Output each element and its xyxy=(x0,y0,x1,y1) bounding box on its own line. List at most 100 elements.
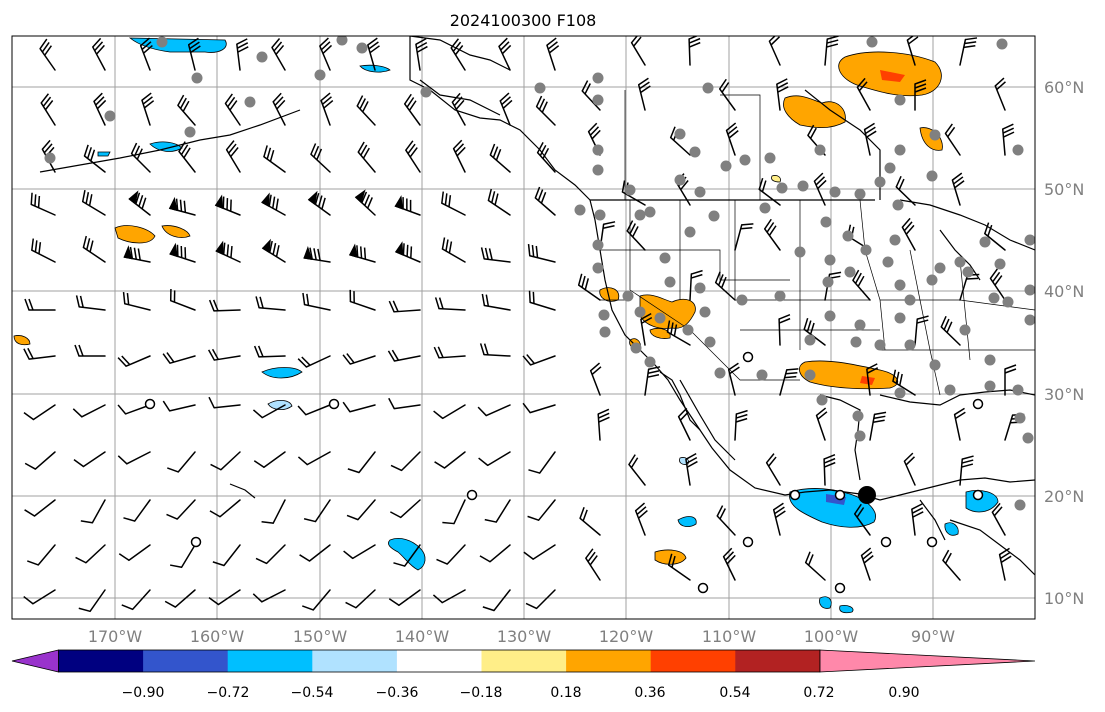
wind-barb xyxy=(436,544,466,565)
station-dot xyxy=(694,186,706,198)
station-dot xyxy=(894,279,906,291)
station-dot xyxy=(708,210,720,222)
station-dot xyxy=(797,180,809,192)
station-dot xyxy=(664,276,676,288)
wind-barb xyxy=(815,407,828,441)
station-dot xyxy=(860,244,872,256)
wind-barb xyxy=(989,268,1006,301)
wind-barb xyxy=(451,92,466,126)
wind-barb xyxy=(434,297,466,311)
colorbar-segment xyxy=(58,650,144,672)
station-open-circle xyxy=(144,398,156,410)
station-dot xyxy=(592,262,604,274)
wind-barb xyxy=(367,37,380,71)
wind-barb xyxy=(297,404,331,416)
wind-barb xyxy=(39,38,56,71)
colorbar-segment xyxy=(143,650,229,672)
wind-barb xyxy=(72,404,106,418)
wind-barb xyxy=(722,547,736,581)
wind-barb xyxy=(75,544,106,564)
wind-barb xyxy=(166,499,196,520)
wind-barb xyxy=(117,355,151,367)
station-dot xyxy=(599,326,611,338)
wind-barb xyxy=(892,369,916,396)
wind-barb xyxy=(320,92,334,126)
wind-barb xyxy=(302,589,331,611)
colorbar-segment xyxy=(312,650,398,672)
station-dot xyxy=(904,339,916,351)
wind-barb xyxy=(82,235,106,263)
wind-barb xyxy=(716,505,736,536)
station-dot xyxy=(882,256,894,268)
station-dot xyxy=(624,184,636,196)
station-dot xyxy=(682,324,694,336)
wind-barb xyxy=(393,544,421,567)
station-dot xyxy=(764,152,776,164)
lat-label: 40°N xyxy=(1044,282,1084,301)
wind-barb xyxy=(434,451,466,469)
wind-barb xyxy=(499,92,513,126)
wind-barb xyxy=(261,499,286,524)
wind-barb xyxy=(489,143,511,173)
colorbar-label: 0.54 xyxy=(719,685,750,701)
station-dot xyxy=(816,394,828,406)
colorbar-segment xyxy=(396,650,482,672)
wind-barb xyxy=(130,142,151,173)
station-open-circle xyxy=(880,536,892,548)
wind-barb xyxy=(779,368,799,396)
wind-barb xyxy=(527,499,556,521)
wind-barb xyxy=(944,123,961,156)
wind-barb xyxy=(118,544,151,562)
station-dot xyxy=(592,144,604,156)
wind-barb xyxy=(906,36,919,66)
wind-barb xyxy=(581,80,601,111)
map-title: 2024100300 F108 xyxy=(450,11,597,30)
longitude-labels: 170°W 160°W 150°W 140°W 130°W 120°W 110°… xyxy=(88,627,955,646)
wind-barb xyxy=(349,289,376,311)
station-dot xyxy=(979,236,991,248)
wind-barb xyxy=(168,196,196,216)
lat-label: 20°N xyxy=(1044,487,1084,506)
station-dot xyxy=(822,276,834,288)
wind-barb xyxy=(303,499,331,523)
station-dot xyxy=(996,38,1008,50)
station-dot xyxy=(894,312,906,324)
wind-barb xyxy=(208,589,241,606)
wind-barb xyxy=(441,237,466,263)
colorbar-label: −0.36 xyxy=(376,685,419,701)
colorbar-label: −0.18 xyxy=(460,685,503,701)
wind-barbs xyxy=(23,36,1025,613)
wind-barb xyxy=(169,288,196,311)
wind-barb xyxy=(853,503,871,536)
wind-barb xyxy=(225,140,241,173)
wind-barb xyxy=(236,38,249,71)
colorbar xyxy=(11,649,1036,673)
lat-label: 10°N xyxy=(1044,589,1084,608)
station-open-circle xyxy=(742,536,754,548)
station-dot xyxy=(814,144,826,156)
wind-barb xyxy=(768,36,781,66)
station-dot xyxy=(894,387,906,399)
station-dot xyxy=(804,334,816,346)
wind-barb xyxy=(92,37,106,71)
station-dot xyxy=(854,319,866,331)
wind-barb xyxy=(525,589,556,610)
wind-barb xyxy=(589,362,602,396)
station-dot xyxy=(904,294,916,306)
station-dot xyxy=(684,226,696,238)
station-dot xyxy=(356,42,368,54)
wind-barb xyxy=(27,544,56,566)
wind-barb xyxy=(727,362,740,396)
station-dot xyxy=(630,342,642,354)
station-dot xyxy=(702,82,714,94)
station-dot xyxy=(984,380,996,392)
colorbar-label: 0.36 xyxy=(634,685,665,701)
wind-barb xyxy=(23,404,56,421)
station-dot xyxy=(804,369,816,381)
wind-barb xyxy=(169,544,196,569)
station-large-marker xyxy=(858,486,876,504)
wind-barb xyxy=(252,589,286,603)
station-open-circle xyxy=(190,536,202,548)
wind-barb xyxy=(357,141,376,173)
station-open-circle xyxy=(926,536,938,548)
